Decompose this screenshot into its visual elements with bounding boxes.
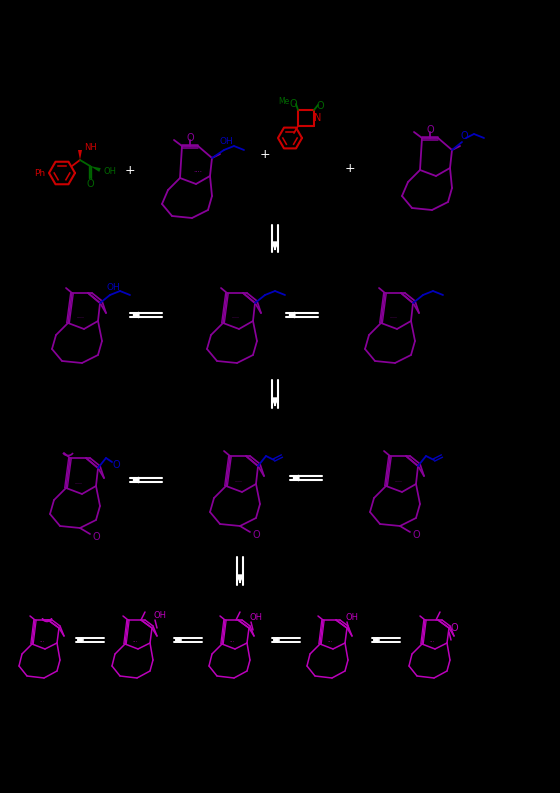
Text: ...: ... xyxy=(39,638,45,642)
Text: ....: .... xyxy=(74,480,82,485)
Text: N: N xyxy=(314,113,321,123)
Text: OH: OH xyxy=(346,614,358,623)
Text: ....: .... xyxy=(231,315,239,320)
Text: OH: OH xyxy=(153,611,166,620)
Text: OH: OH xyxy=(250,614,263,623)
Text: +: + xyxy=(125,163,136,177)
Text: +: + xyxy=(260,148,270,162)
Text: O: O xyxy=(252,530,260,540)
Text: O: O xyxy=(450,623,458,633)
Text: ...: ... xyxy=(230,638,235,642)
Text: O: O xyxy=(412,530,420,540)
Text: O: O xyxy=(92,532,100,542)
Polygon shape xyxy=(78,150,82,160)
Text: ....: .... xyxy=(389,315,397,320)
Text: ...: ... xyxy=(430,638,435,642)
Text: O: O xyxy=(316,101,324,111)
Text: O: O xyxy=(186,133,194,143)
Text: ...: ... xyxy=(132,638,138,642)
Text: O: O xyxy=(289,99,297,109)
Text: OH: OH xyxy=(106,282,120,292)
Text: ....: .... xyxy=(234,477,242,482)
Polygon shape xyxy=(90,166,101,172)
Text: NH: NH xyxy=(84,143,97,151)
Text: O: O xyxy=(426,125,434,135)
Text: O: O xyxy=(460,131,468,141)
Text: Ph: Ph xyxy=(34,168,45,178)
Text: O: O xyxy=(112,460,120,470)
Text: OH: OH xyxy=(104,167,117,177)
Text: ...: ... xyxy=(328,638,333,642)
Text: Me: Me xyxy=(278,97,290,105)
Text: OH: OH xyxy=(219,137,233,147)
Text: O: O xyxy=(86,179,94,189)
Text: ....: .... xyxy=(76,315,84,320)
Text: +: + xyxy=(345,162,355,174)
Text: ....: .... xyxy=(194,167,203,173)
Text: ....: .... xyxy=(394,477,402,482)
